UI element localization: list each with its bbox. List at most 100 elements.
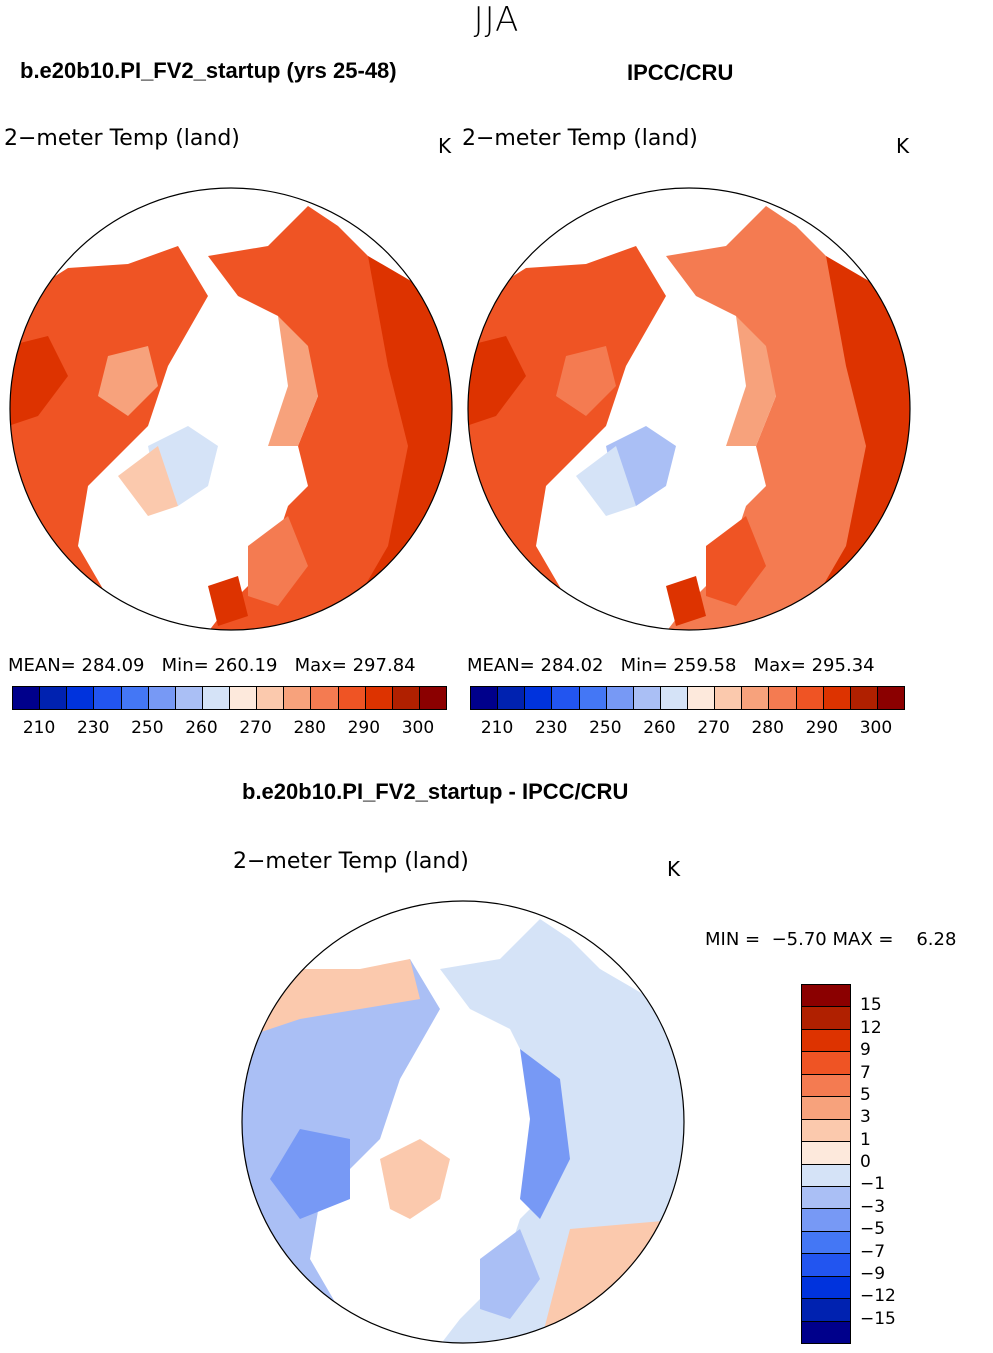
colorbar-tick-label: 280: [293, 718, 326, 738]
diff-stats: MIN = −5.70 MAX = 6.28: [705, 929, 956, 950]
colorbar-swatch: [365, 687, 393, 709]
diff-colorbar: [801, 984, 851, 1344]
colorbar-swatch: [311, 687, 339, 709]
colorbar-swatch: [284, 687, 312, 709]
diff-variable-label: 2−meter Temp (land): [233, 849, 469, 874]
colorbar-swatch: [419, 687, 446, 709]
colorbar-swatch: [338, 687, 366, 709]
obs-unit-label: K: [896, 134, 910, 158]
diff-polar-map: [241, 900, 685, 1344]
colorbar-tick-label: 0: [860, 1152, 871, 1172]
model-polar-map: [9, 187, 453, 631]
diff-min-label: MIN =: [705, 929, 761, 950]
model-min-value: 260.19: [214, 655, 278, 676]
model-unit-label: K: [438, 134, 452, 158]
colorbar-swatch: [802, 1164, 850, 1187]
colorbar-swatch: [392, 687, 420, 709]
obs-panel-title: IPCC/CRU: [627, 60, 734, 85]
colorbar-swatch: [802, 1052, 850, 1075]
colorbar-swatch: [802, 1276, 850, 1300]
colorbar-swatch: [257, 687, 285, 709]
colorbar-tick-label: −3: [860, 1196, 886, 1217]
colorbar-tick-label: 290: [805, 718, 839, 738]
colorbar-swatch: [802, 1029, 850, 1053]
obs-mean-label: MEAN=: [467, 655, 535, 676]
colorbar-swatch: [579, 687, 607, 709]
colorbar-swatch: [802, 1097, 850, 1120]
colorbar-swatch: [769, 687, 797, 709]
colorbar-swatch: [633, 687, 661, 709]
obs-colorbar: [470, 686, 905, 710]
diff-max-value: 6.28: [916, 929, 957, 950]
colorbar-tick-label: 250: [589, 718, 622, 738]
colorbar-swatch: [802, 1209, 850, 1232]
colorbar-swatch: [802, 985, 850, 1008]
colorbar-swatch: [94, 687, 122, 709]
colorbar-swatch: [67, 687, 95, 709]
colorbar-swatch: [802, 1321, 850, 1343]
obs-polar-map: [467, 187, 911, 631]
obs-stats: MEAN= 284.02 Min= 259.58 Max= 295.34: [467, 655, 875, 676]
model-max-label: Max=: [294, 655, 347, 676]
colorbar-swatch: [802, 1299, 850, 1322]
colorbar-swatch: [802, 1231, 850, 1255]
colorbar-swatch: [660, 687, 688, 709]
colorbar-swatch: [850, 687, 878, 709]
model-stats: MEAN= 284.09 Min= 260.19 Max= 297.84: [8, 655, 416, 676]
colorbar-tick-label: −12: [860, 1286, 896, 1307]
model-variable-label: 2−meter Temp (land): [4, 126, 240, 151]
colorbar-swatch: [471, 687, 499, 709]
colorbar-tick-label: 7: [860, 1062, 871, 1083]
colorbar-tick-label: 210: [22, 718, 56, 738]
colorbar-tick-label: 290: [347, 718, 381, 738]
colorbar-tick-label: −9: [860, 1263, 886, 1284]
model-min-label: Min=: [161, 655, 209, 676]
colorbar-tick-label: 260: [643, 718, 676, 738]
colorbar-tick-label: 280: [751, 718, 784, 738]
obs-variable-label: 2−meter Temp (land): [462, 126, 698, 151]
obs-mean-value: 284.02: [540, 655, 604, 676]
colorbar-tick-label: 270: [697, 718, 730, 738]
colorbar-tick-label: 300: [401, 718, 435, 738]
colorbar-swatch: [823, 687, 851, 709]
colorbar-swatch: [40, 687, 68, 709]
colorbar-swatch: [802, 1007, 850, 1030]
colorbar-swatch: [688, 687, 716, 709]
model-panel-title: b.e20b10.PI_FV2_startup (yrs 25-48): [20, 58, 397, 83]
colorbar-swatch: [796, 687, 824, 709]
model-colorbar: [12, 686, 447, 710]
colorbar-swatch: [606, 687, 634, 709]
colorbar-swatch: [802, 1142, 850, 1165]
colorbar-tick-label: −15: [860, 1308, 896, 1329]
colorbar-tick-label: −5: [860, 1219, 886, 1240]
colorbar-swatch: [13, 687, 41, 709]
colorbar-swatch: [802, 1074, 850, 1098]
colorbar-tick-label: −1: [860, 1174, 886, 1195]
season-title: JJA: [473, 0, 520, 40]
colorbar-tick-label: 270: [239, 718, 272, 738]
colorbar-tick-label: 260: [185, 718, 218, 738]
colorbar-swatch: [802, 1119, 850, 1143]
colorbar-tick-label: 230: [534, 718, 568, 738]
colorbar-swatch: [175, 687, 203, 709]
colorbar-tick-label: 230: [76, 718, 110, 738]
colorbar-swatch: [202, 687, 230, 709]
diff-panel-title: b.e20b10.PI_FV2_startup - IPCC/CRU: [242, 779, 629, 804]
colorbar-tick-label: 210: [480, 718, 514, 738]
obs-min-label: Min=: [620, 655, 668, 676]
colorbar-swatch: [802, 1186, 850, 1210]
colorbar-swatch: [742, 687, 770, 709]
colorbar-swatch: [715, 687, 743, 709]
colorbar-tick-label: −7: [860, 1241, 886, 1262]
colorbar-swatch: [552, 687, 580, 709]
colorbar-tick-label: 3: [860, 1107, 871, 1128]
colorbar-swatch: [802, 1254, 850, 1277]
colorbar-tick-label: 250: [131, 718, 164, 738]
obs-min-value: 259.58: [673, 655, 737, 676]
colorbar-swatch: [498, 687, 526, 709]
colorbar-swatch: [877, 687, 904, 709]
colorbar-tick-label: 12: [860, 1017, 882, 1038]
map-region: [10, 246, 208, 630]
model-max-value: 297.84: [352, 655, 416, 676]
obs-max-value: 295.34: [811, 655, 875, 676]
